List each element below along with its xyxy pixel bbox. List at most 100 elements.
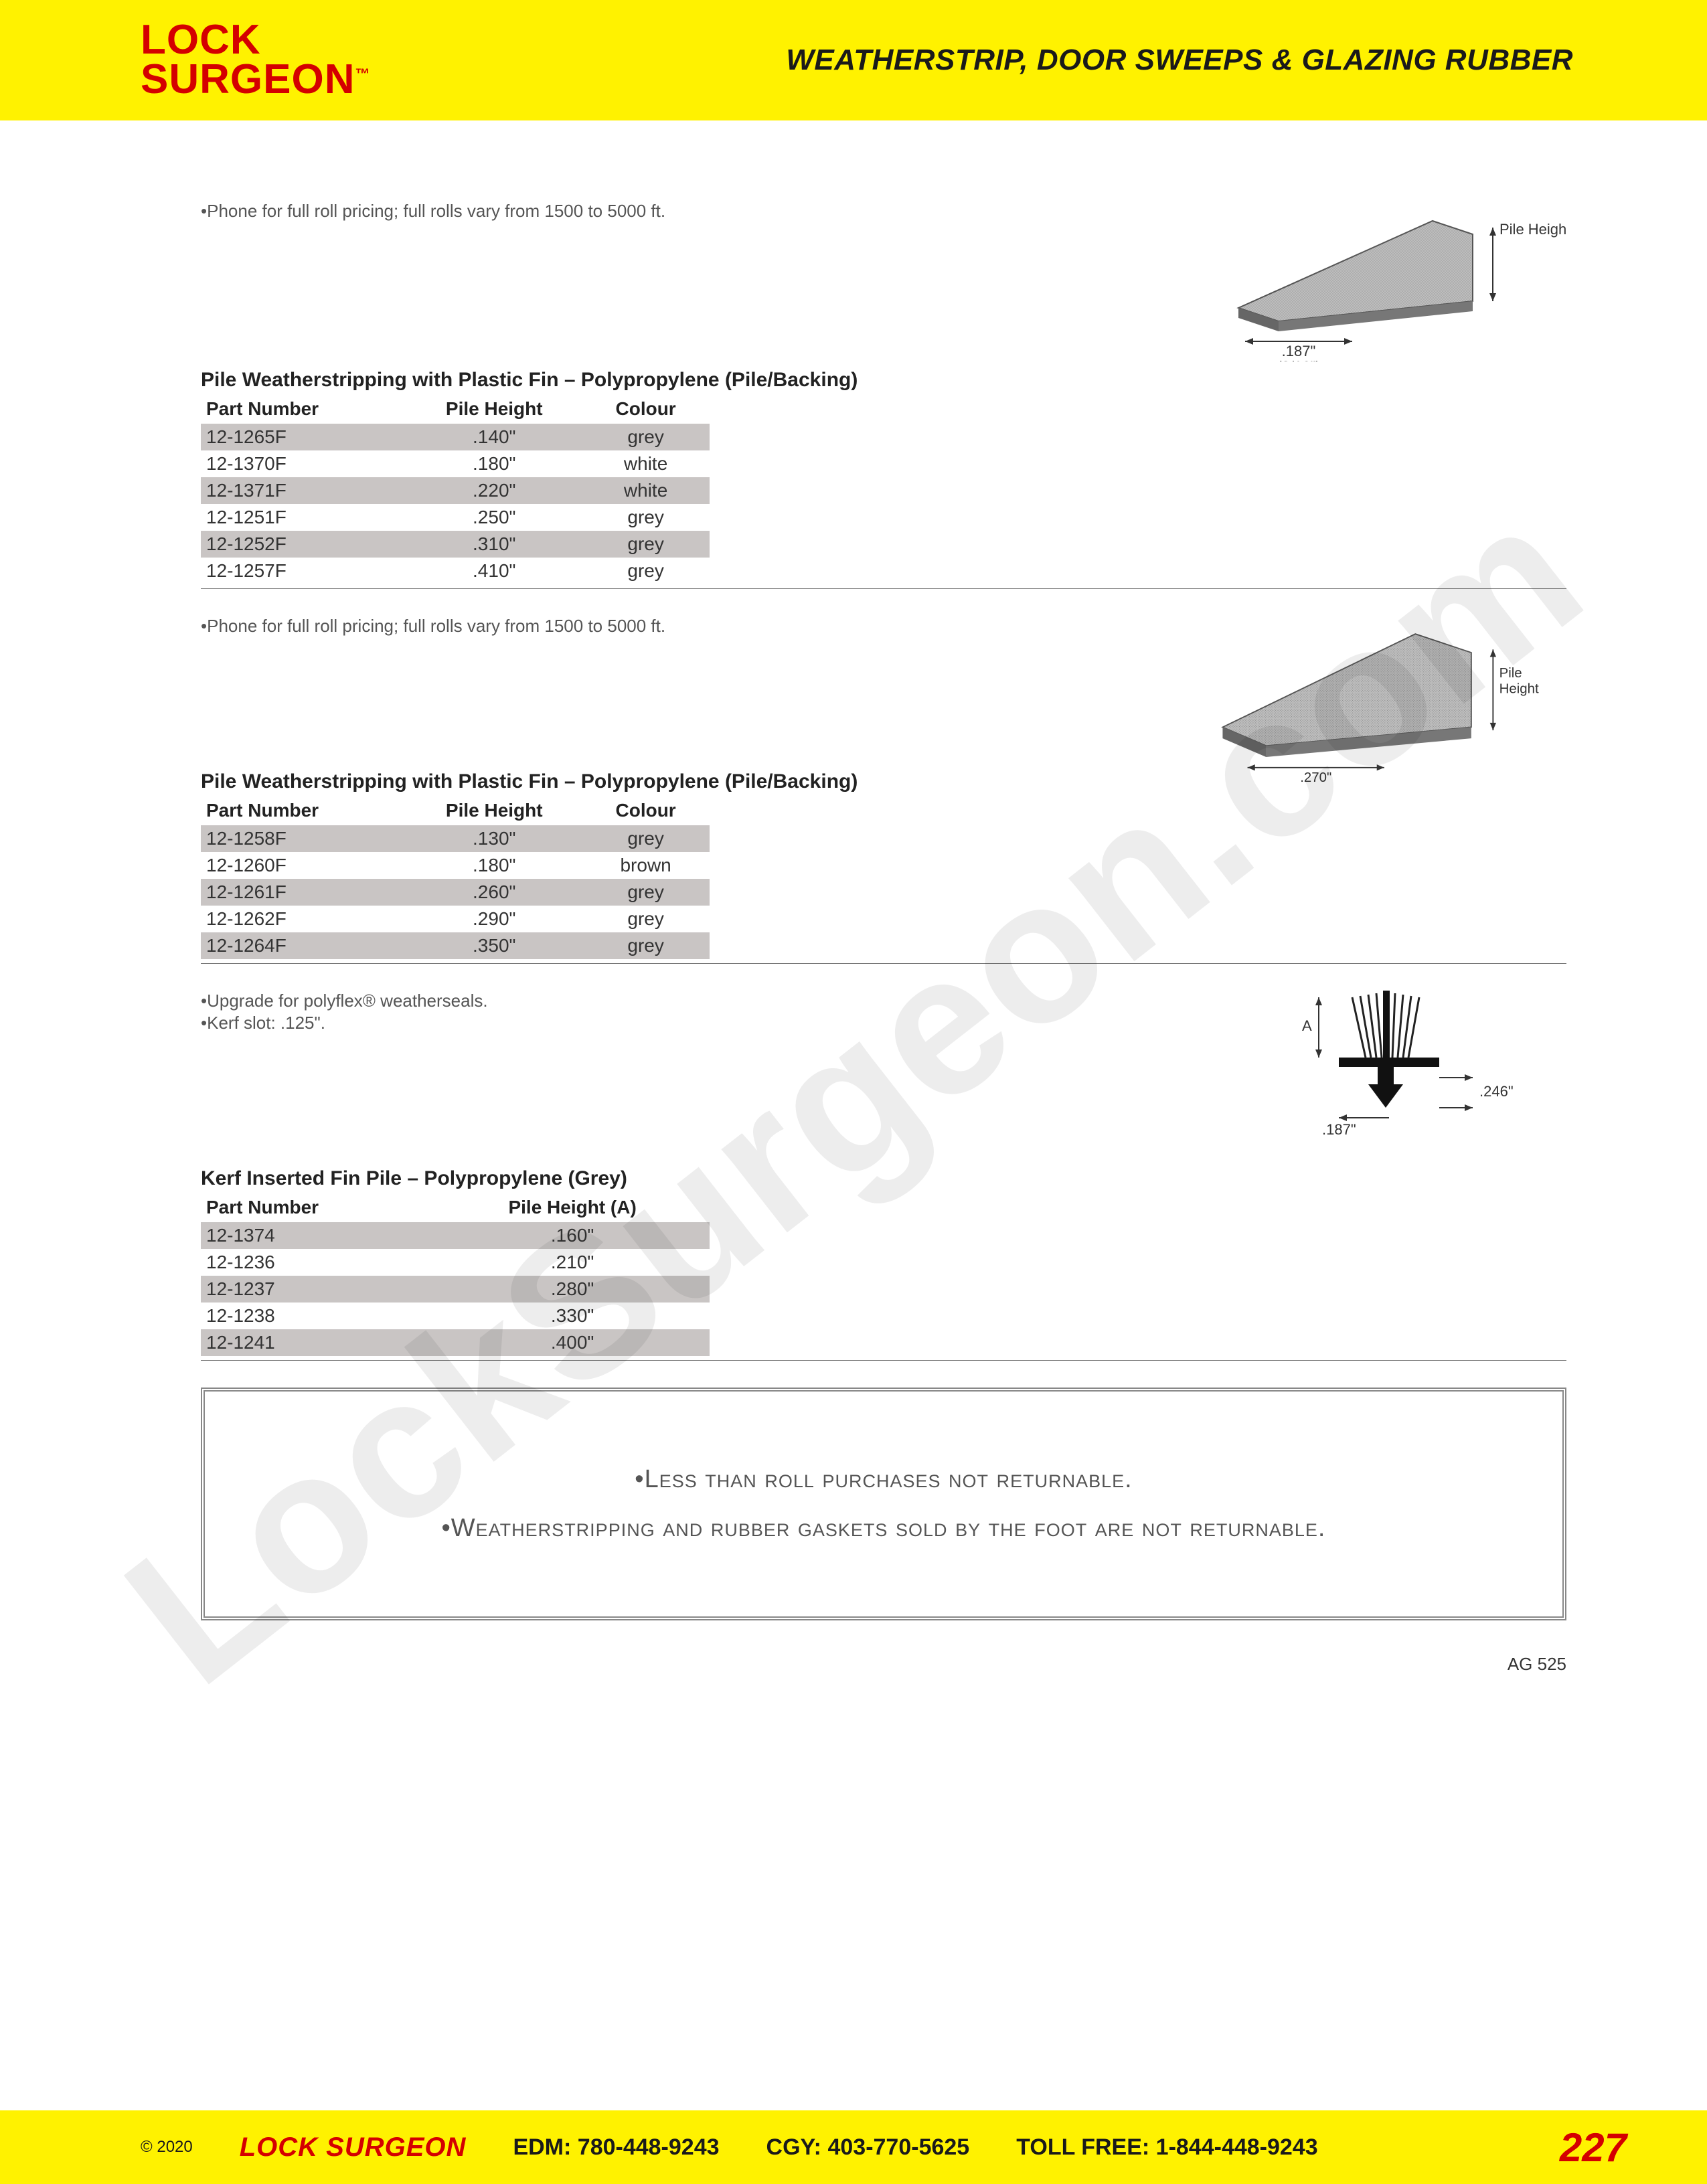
divider (201, 1360, 1566, 1361)
cell-pn: 12-1262F (201, 906, 406, 932)
cell-ph: .210" (440, 1249, 710, 1276)
cgy-label: CGY: (766, 2134, 821, 2160)
cell-pn: 12-1264F (201, 932, 406, 959)
footer-brand: LOCK SURGEON (240, 2132, 467, 2163)
cell-c: grey (587, 531, 710, 558)
catalog-page: LockSurgeon.com LOCK SURGEON™ WEATHERSTR… (0, 0, 1707, 2184)
diagram-pile-270: .270" Pile Height (1165, 609, 1566, 783)
divider (201, 963, 1566, 964)
cell-ph: .160" (440, 1222, 710, 1249)
cell-ph: .130" (406, 825, 587, 852)
tf-phone: 1-844-448-9243 (1156, 2134, 1318, 2160)
cell-ph: .350" (406, 932, 587, 959)
col-part-number: Part Number (201, 796, 406, 825)
edm-contact: EDM: 780-448-9243 (513, 2134, 719, 2161)
logo-line-1: LOCK (141, 21, 370, 60)
header-bar: LOCK SURGEON™ WEATHERSTRIP, DOOR SWEEPS … (0, 0, 1707, 120)
divider (201, 588, 1566, 589)
content-area: •Phone for full roll pricing; full rolls… (0, 120, 1707, 1647)
cell-ph: .220" (406, 477, 587, 504)
cell-pn: 12-1252F (201, 531, 406, 558)
cell-ph: .410" (406, 558, 587, 584)
cell-ph: .260" (406, 879, 587, 906)
table-row: 12-1264F.350"grey (201, 932, 710, 959)
cell-pn: 12-1260F (201, 852, 406, 879)
section3-title: Kerf Inserted Fin Pile – Polypropylene (… (201, 1167, 1566, 1190)
cell-pn: 12-1237 (201, 1276, 440, 1303)
table2-body: 12-1258F.130"grey12-1260F.180"brown12-12… (201, 825, 710, 959)
footer-code: AG 525 (0, 1647, 1707, 1681)
cell-ph: .280" (440, 1276, 710, 1303)
cell-ph: .250" (406, 504, 587, 531)
col-colour: Colour (587, 796, 710, 825)
cell-c: grey (587, 504, 710, 531)
svg-text:.187": .187" (1322, 1121, 1356, 1138)
col-pile-height: Pile Height (406, 796, 587, 825)
cell-pn: 12-1257F (201, 558, 406, 584)
diagram-pile-187: .187" (3/16") Pile Height (1165, 187, 1566, 361)
cgy-phone: 403-770-5625 (827, 2134, 969, 2160)
table-row: 12-1257F.410"grey (201, 558, 710, 584)
edm-label: EDM: (513, 2134, 571, 2160)
cell-ph: .330" (440, 1303, 710, 1329)
section-pile-270: •Phone for full roll pricing; full rolls… (201, 616, 1566, 964)
cell-ph: .400" (440, 1329, 710, 1356)
cell-c: grey (587, 906, 710, 932)
cell-c: grey (587, 825, 710, 852)
notice-line-2: •Weatherstripping and rubber gaskets sol… (245, 1514, 1522, 1543)
table-row: 12-1241.400" (201, 1329, 710, 1356)
svg-text:(3/16"): (3/16") (1277, 358, 1320, 361)
table-row: 12-1370F.180"white (201, 450, 710, 477)
cell-ph: .180" (406, 852, 587, 879)
svg-text:Pile: Pile (1499, 666, 1522, 681)
table-row: 12-1236.210" (201, 1249, 710, 1276)
cgy-contact: CGY: 403-770-5625 (766, 2134, 970, 2161)
cell-pn: 12-1261F (201, 879, 406, 906)
section1-title: Pile Weatherstripping with Plastic Fin –… (201, 369, 1566, 392)
table-row: 12-1261F.260"grey (201, 879, 710, 906)
table-row: 12-1252F.310"grey (201, 531, 710, 558)
table-row: 12-1265F.140"grey (201, 424, 710, 450)
section-pile-187: •Phone for full roll pricing; full rolls… (201, 201, 1566, 589)
table-row: 12-1374.160" (201, 1222, 710, 1249)
cell-pn: 12-1238 (201, 1303, 440, 1329)
col-part-number: Part Number (201, 1193, 440, 1222)
cell-c: white (587, 477, 710, 504)
table-row: 12-1258F.130"grey (201, 825, 710, 852)
col-colour: Colour (587, 394, 710, 424)
svg-text:.270": .270" (1300, 770, 1331, 783)
tf-label: TOLL FREE: (1016, 2134, 1149, 2160)
notice-line-1: •Less than roll purchases not returnable… (245, 1465, 1522, 1494)
cell-pn: 12-1370F (201, 450, 406, 477)
table-row: 12-1238.330" (201, 1303, 710, 1329)
cell-pn: 12-1265F (201, 424, 406, 450)
section-kerf: •Upgrade for polyflex® weatherseals. •Ke… (201, 991, 1566, 1361)
table-row: 12-1251F.250"grey (201, 504, 710, 531)
svg-text:Pile Height: Pile Height (1499, 221, 1566, 238)
cell-c: grey (587, 932, 710, 959)
copyright: © 2020 (141, 2138, 193, 2157)
logo-text: SURGEON (141, 56, 355, 102)
cell-c: white (587, 450, 710, 477)
cell-pn: 12-1251F (201, 504, 406, 531)
edm-phone: 780-448-9243 (578, 2134, 720, 2160)
cell-pn: 12-1241 (201, 1329, 440, 1356)
table-pile-270: Part Number Pile Height Colour 12-1258F.… (201, 796, 710, 959)
col-part-number: Part Number (201, 394, 406, 424)
diagram-kerf: A .187" .246" (1218, 984, 1566, 1145)
cell-c: grey (587, 424, 710, 450)
tm-mark: ™ (355, 65, 370, 82)
cell-c: grey (587, 558, 710, 584)
tollfree-contact: TOLL FREE: 1-844-448-9243 (1016, 2134, 1317, 2161)
cell-pn: 12-1371F (201, 477, 406, 504)
page-title: WEATHERSTRIP, DOOR SWEEPS & GLAZING RUBB… (786, 44, 1573, 77)
table-kerf: Part Number Pile Height (A) 12-1374.160"… (201, 1193, 710, 1356)
cell-ph: .310" (406, 531, 587, 558)
cell-pn: 12-1236 (201, 1249, 440, 1276)
page-number: 227 (1560, 2124, 1627, 2171)
logo-line-2: SURGEON™ (141, 60, 370, 100)
table-row: 12-1371F.220"white (201, 477, 710, 504)
cell-ph: .180" (406, 450, 587, 477)
table-row: 12-1262F.290"grey (201, 906, 710, 932)
cell-ph: .290" (406, 906, 587, 932)
